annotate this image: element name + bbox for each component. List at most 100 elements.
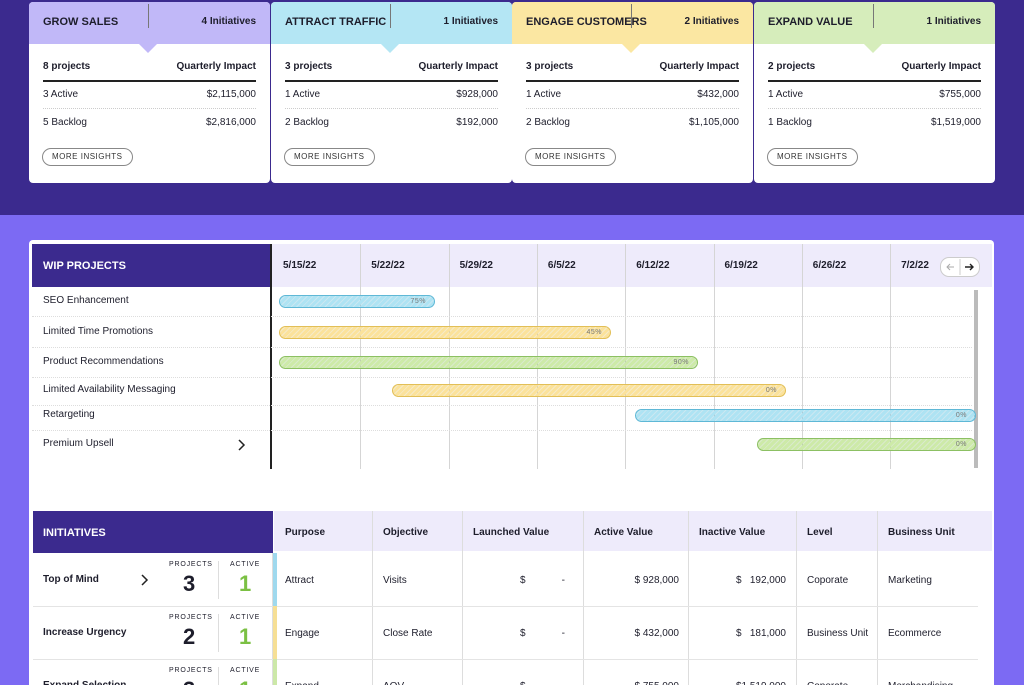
- card-title: ENGAGE CUSTOMERS: [526, 16, 647, 28]
- cell-amount: -: [562, 681, 565, 685]
- active-label: ACTIVE: [230, 561, 261, 568]
- date-grid-line: [713, 244, 715, 469]
- row-value: $928,000: [456, 89, 498, 100]
- projects-count: 2 projects: [768, 61, 816, 72]
- active-label: ACTIVE: [230, 614, 261, 621]
- card-title: ATTRACT TRAFFIC: [285, 16, 387, 28]
- initiative-name: Increase Urgency: [43, 627, 127, 638]
- gantt-bar: 0%: [635, 409, 976, 422]
- date-label: 6/19/22: [724, 260, 758, 271]
- row-label: 3 Active: [43, 89, 79, 100]
- more-insights-button[interactable]: MORE INSIGHTS: [767, 148, 858, 166]
- column-header: Inactive Value: [699, 527, 766, 538]
- prev-arrow[interactable]: [946, 263, 954, 271]
- column-divider: [462, 511, 463, 685]
- row-label: 1 Active: [768, 89, 804, 100]
- column-header-bg: [274, 511, 992, 551]
- count-divider: [218, 667, 219, 685]
- projects-label: PROJECTS: [169, 561, 213, 568]
- initiative-chevron[interactable]: [140, 574, 150, 586]
- row-separator: [43, 108, 256, 110]
- date-label: 5/29/22: [459, 260, 493, 271]
- column-divider: [688, 511, 689, 685]
- row-stripe: [273, 659, 277, 685]
- row-separator: [32, 347, 972, 348]
- project-name: Retargeting: [43, 409, 95, 420]
- row-separator: [33, 606, 978, 607]
- initiatives-count: 4 Initiatives: [201, 16, 256, 27]
- project-name: SEO Enhancement: [43, 295, 129, 306]
- more-insights-button[interactable]: MORE INSIGHTS: [284, 148, 375, 166]
- more-insights-button[interactable]: MORE INSIGHTS: [525, 148, 616, 166]
- initiative-name: Expand Selection: [43, 680, 126, 685]
- next-arrow[interactable]: [965, 263, 974, 271]
- row-separator: [33, 659, 978, 660]
- active-count: 1: [239, 624, 252, 649]
- column-header: Active Value: [594, 527, 653, 538]
- expand-chevron[interactable]: [237, 439, 247, 451]
- cell-value: $ 928,000: [634, 575, 680, 586]
- header-pointer: [139, 44, 157, 53]
- row-value: $755,000: [939, 89, 981, 100]
- card-rule: [526, 80, 739, 82]
- card-header: [271, 2, 512, 44]
- row-separator: [32, 405, 972, 406]
- initiatives-title: INITIATIVES: [43, 527, 106, 539]
- more-insights-button[interactable]: MORE INSIGHTS: [42, 148, 133, 166]
- cell-currency: $: [736, 628, 742, 639]
- cell-currency: $: [520, 628, 526, 639]
- gantt-bar: 90%: [279, 356, 698, 369]
- progress-label: 90%: [673, 359, 689, 366]
- count-divider: [218, 561, 219, 599]
- card-header: [512, 2, 753, 44]
- column-header: Objective: [383, 527, 429, 538]
- header-divider: [390, 4, 391, 28]
- initiative-name: Top of Mind: [43, 574, 99, 585]
- chevron-icon: [141, 574, 149, 586]
- cell-amount: 1,519,000: [742, 681, 787, 685]
- gantt-bar: 0%: [392, 384, 786, 397]
- date-header: [272, 244, 992, 287]
- date-label: 6/12/22: [636, 260, 670, 271]
- cell-amount: 192,000: [749, 575, 786, 586]
- column-header: Purpose: [285, 527, 326, 538]
- cell-currency: $: [736, 681, 742, 685]
- cell-text: Merchandising: [888, 681, 953, 685]
- cell-currency: $: [736, 575, 742, 586]
- date-label: 6/26/22: [812, 260, 847, 271]
- nav-arrows[interactable]: [940, 257, 980, 277]
- wip-header: [32, 244, 271, 287]
- row-value: $432,000: [697, 89, 739, 100]
- active-count: 1: [239, 571, 252, 596]
- column-header: Business Unit: [888, 527, 955, 538]
- date-label: 6/5/22: [547, 260, 576, 271]
- row-value: $192,000: [456, 117, 498, 128]
- impact-label: Quarterly Impact: [659, 61, 739, 72]
- card-rule: [43, 80, 256, 82]
- cell-text: AOV: [383, 681, 404, 685]
- progress-label: 0%: [955, 441, 967, 448]
- initiatives-count: 2 Initiatives: [684, 16, 739, 27]
- row-separator: [32, 316, 972, 317]
- cell-text: Marketing: [888, 575, 932, 586]
- header-pointer: [622, 44, 640, 53]
- cell-amount: 181,000: [749, 628, 786, 639]
- project-name: Limited Time Promotions: [43, 326, 154, 337]
- row-stripe: [273, 606, 277, 659]
- row-value: $2,816,000: [205, 117, 256, 128]
- progress-label: 75%: [410, 298, 426, 305]
- card-header: [29, 2, 270, 44]
- date-label: 7/2/22: [901, 260, 929, 271]
- row-value: $2,115,000: [206, 89, 256, 100]
- cell-text: Visits: [383, 575, 407, 586]
- header-pointer: [381, 44, 399, 53]
- cell-text: Coporate: [807, 681, 848, 685]
- row-label: 1 Active: [285, 89, 321, 100]
- progress-label: 45%: [586, 329, 602, 336]
- header-divider: [631, 4, 632, 28]
- row-stripe: [273, 553, 277, 606]
- cell-currency: $: [520, 575, 526, 586]
- row-separator: [285, 108, 498, 110]
- column-divider: [372, 511, 373, 685]
